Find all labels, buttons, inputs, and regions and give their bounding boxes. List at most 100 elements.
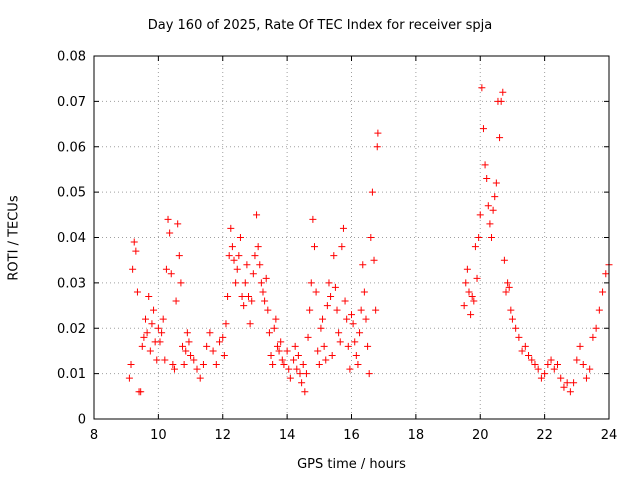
data-point bbox=[473, 274, 481, 282]
x-tick-label: 12 bbox=[214, 428, 231, 443]
data-point bbox=[356, 329, 364, 337]
x-tick-label: 24 bbox=[601, 428, 618, 443]
data-point bbox=[589, 333, 597, 341]
data-point bbox=[172, 297, 180, 305]
data-point bbox=[254, 243, 262, 251]
data-point bbox=[460, 302, 468, 310]
data-point bbox=[212, 361, 220, 369]
x-tick-label: 16 bbox=[343, 428, 360, 443]
data-point bbox=[354, 361, 362, 369]
data-point bbox=[491, 193, 499, 201]
data-point bbox=[143, 329, 151, 337]
data-point bbox=[199, 361, 207, 369]
data-point bbox=[554, 361, 561, 369]
data-point bbox=[185, 338, 193, 346]
data-point bbox=[261, 297, 269, 305]
data-point bbox=[497, 97, 505, 105]
data-point bbox=[304, 333, 312, 341]
data-point bbox=[146, 347, 154, 355]
data-point bbox=[351, 338, 359, 346]
data-point bbox=[481, 161, 489, 169]
data-point bbox=[373, 143, 381, 151]
data-point bbox=[467, 311, 475, 319]
data-point bbox=[219, 333, 227, 341]
data-point bbox=[225, 252, 233, 260]
data-point bbox=[283, 347, 291, 355]
data-point bbox=[330, 252, 338, 260]
data-point bbox=[267, 351, 275, 359]
data-point bbox=[177, 279, 185, 287]
y-tick-label: 0.04 bbox=[57, 231, 86, 246]
data-point bbox=[505, 283, 513, 291]
data-point bbox=[502, 288, 510, 296]
data-point bbox=[220, 351, 228, 359]
y-tick-label: 0.02 bbox=[57, 322, 86, 337]
x-axis-ticks: 8 10 12 14 16 18 20 22 24 bbox=[90, 56, 617, 443]
data-point bbox=[335, 329, 343, 337]
data-point bbox=[240, 302, 248, 310]
data-point bbox=[140, 333, 148, 341]
data-point bbox=[277, 338, 285, 346]
data-point bbox=[209, 347, 217, 355]
data-point bbox=[479, 125, 487, 133]
data-point bbox=[541, 370, 549, 378]
data-point bbox=[500, 256, 508, 264]
data-point bbox=[130, 238, 138, 246]
data-point bbox=[133, 288, 141, 296]
data-point bbox=[193, 365, 201, 373]
data-point bbox=[365, 370, 373, 378]
data-point bbox=[323, 302, 331, 310]
data-point bbox=[269, 361, 277, 369]
data-point bbox=[233, 265, 241, 273]
data-point bbox=[307, 279, 315, 287]
data-point bbox=[344, 342, 352, 350]
data-point bbox=[470, 297, 478, 305]
data-point bbox=[483, 175, 491, 183]
x-tick-label: 22 bbox=[536, 428, 553, 443]
data-point bbox=[512, 324, 520, 332]
data-point bbox=[190, 356, 198, 364]
data-point bbox=[327, 292, 335, 300]
data-point bbox=[370, 256, 378, 264]
y-axis-ticks: 0 0.01 0.02 0.03 0.04 0.05 0.06 0.07 0.08 bbox=[57, 50, 609, 428]
data-point bbox=[227, 224, 235, 232]
data-point bbox=[309, 215, 317, 223]
data-point bbox=[170, 365, 178, 373]
data-point bbox=[137, 388, 145, 396]
data-point bbox=[167, 270, 175, 278]
data-point bbox=[312, 288, 320, 296]
data-point bbox=[346, 365, 354, 373]
data-point bbox=[161, 356, 169, 364]
data-point bbox=[302, 370, 310, 378]
data-point bbox=[372, 306, 380, 314]
data-point bbox=[286, 374, 294, 382]
data-point bbox=[206, 329, 214, 337]
data-point bbox=[245, 292, 252, 300]
data-point bbox=[507, 306, 515, 314]
data-point bbox=[537, 374, 545, 382]
data-point bbox=[291, 342, 299, 350]
y-tick-label: 0.06 bbox=[57, 140, 86, 155]
data-point bbox=[465, 288, 473, 296]
data-point bbox=[273, 342, 281, 350]
data-point bbox=[360, 288, 368, 296]
data-point bbox=[129, 265, 137, 273]
data-point bbox=[280, 361, 288, 369]
data-point bbox=[528, 356, 536, 364]
data-point bbox=[462, 279, 470, 287]
data-point bbox=[599, 288, 607, 296]
data-point bbox=[249, 270, 257, 278]
data-point bbox=[349, 320, 357, 328]
data-point bbox=[475, 234, 483, 241]
data-point bbox=[306, 306, 314, 314]
data-point bbox=[174, 220, 182, 228]
data-point bbox=[169, 361, 177, 369]
y-tick-label: 0 bbox=[78, 413, 86, 428]
data-point bbox=[364, 342, 372, 350]
data-point bbox=[367, 234, 375, 241]
data-point bbox=[270, 324, 278, 332]
data-point bbox=[138, 342, 146, 350]
data-point bbox=[534, 365, 542, 373]
data-point bbox=[508, 315, 516, 323]
